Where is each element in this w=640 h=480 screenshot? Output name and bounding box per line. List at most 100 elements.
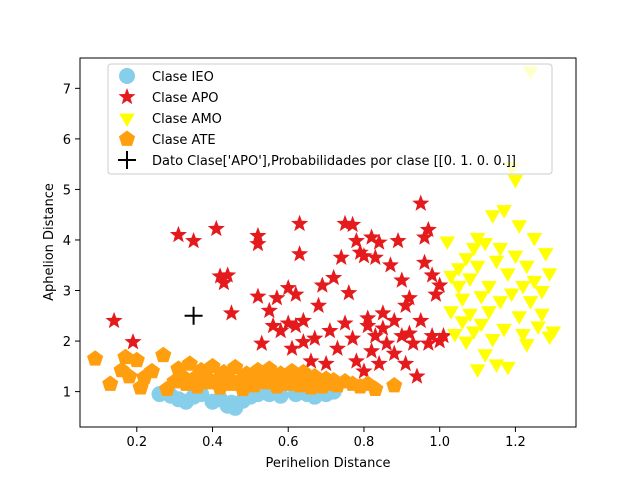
x-tick-label: 0.2	[126, 435, 147, 450]
legend-label: Clase AMO	[152, 112, 222, 127]
data-point	[434, 327, 453, 344]
data-point	[454, 293, 471, 308]
plot-frame	[79, 57, 577, 428]
data-point	[309, 296, 328, 313]
data-point	[249, 235, 267, 252]
y-tick-label: 1	[63, 386, 71, 401]
x-tick-label: 0.4	[202, 435, 223, 450]
data-point	[511, 311, 527, 325]
data-point	[366, 248, 384, 265]
data-point	[378, 334, 396, 351]
data-point	[518, 339, 535, 353]
data-point	[344, 329, 362, 346]
data-point	[537, 248, 554, 262]
legend: Clase IEO Clase APO Clase AMO Clase ATE Dato…	[107, 63, 553, 175]
legend-marker	[118, 151, 136, 169]
data-point	[374, 319, 392, 336]
x-tick-label: 0.8	[354, 435, 375, 450]
data-point	[481, 280, 497, 295]
data-point	[184, 306, 203, 325]
data-points	[87, 66, 562, 416]
data-point	[423, 327, 441, 344]
data-point	[484, 210, 501, 224]
data-point	[492, 296, 509, 310]
data-point	[515, 328, 531, 343]
data-point	[347, 231, 365, 249]
data-point	[473, 291, 490, 305]
data-point	[526, 275, 543, 290]
data-point	[143, 362, 161, 379]
data-point	[447, 328, 463, 343]
data-point	[477, 238, 493, 252]
data-point	[386, 377, 403, 393]
legend-item: Clase ATE	[118, 130, 216, 148]
legend-label: Clase ATE	[152, 133, 216, 148]
data-point	[222, 304, 241, 321]
data-point	[268, 289, 286, 306]
data-point	[351, 243, 369, 260]
data-point	[397, 296, 415, 313]
data-point	[518, 260, 535, 275]
data-point	[500, 361, 516, 376]
data-point	[313, 276, 331, 293]
legend-marker	[118, 88, 136, 105]
data-point	[439, 236, 456, 250]
y-tick-label: 5	[63, 183, 71, 198]
data-point	[344, 215, 362, 233]
data-point	[469, 260, 486, 275]
data-point	[458, 253, 474, 267]
data-point	[431, 276, 449, 293]
data-point	[381, 256, 400, 273]
data-point	[359, 316, 377, 334]
legend-item: Dato Clase['APO'],Probabilidades por cla…	[118, 151, 516, 169]
data-point	[496, 323, 512, 338]
data-point	[400, 324, 418, 341]
data-point	[462, 273, 478, 287]
data-point	[362, 342, 381, 359]
data-point	[272, 321, 290, 339]
legend-item: Clase IEO	[119, 68, 214, 85]
legend-label: Clase APO	[152, 91, 219, 106]
data-point	[496, 205, 512, 219]
data-point	[279, 314, 297, 331]
data-point	[306, 329, 324, 346]
data-point	[400, 289, 418, 306]
data-point	[534, 308, 550, 323]
data-point	[294, 311, 312, 329]
data-point	[253, 334, 271, 351]
data-point	[484, 334, 501, 348]
data-point	[283, 339, 301, 356]
series-4	[87, 346, 403, 396]
x-tick-label: 1.2	[505, 435, 526, 450]
x-tick-label: 1.0	[429, 435, 450, 450]
data-point	[511, 220, 527, 234]
data-point	[450, 263, 467, 277]
data-point	[370, 233, 388, 250]
data-point	[458, 336, 474, 351]
data-point	[473, 318, 490, 333]
data-point	[124, 333, 142, 350]
data-point	[477, 349, 493, 363]
data-point	[287, 316, 305, 334]
data-point	[249, 287, 267, 304]
data-point	[325, 268, 343, 286]
legend-box	[107, 63, 553, 175]
data-point	[169, 225, 187, 243]
legend-marker	[119, 68, 135, 84]
data-point	[102, 375, 119, 391]
data-point	[219, 266, 237, 283]
data-point	[302, 352, 320, 369]
data-point	[215, 273, 233, 291]
data-point	[465, 326, 482, 340]
y-tick-label: 3	[63, 285, 71, 300]
data-point	[465, 243, 482, 257]
data-point	[534, 286, 550, 300]
data-point	[503, 288, 520, 303]
legend-item: Clase AMO	[119, 112, 222, 127]
data-point	[291, 245, 309, 262]
data-point	[355, 362, 373, 379]
data-point	[291, 214, 309, 232]
data-point	[530, 321, 546, 335]
data-point	[279, 278, 297, 296]
